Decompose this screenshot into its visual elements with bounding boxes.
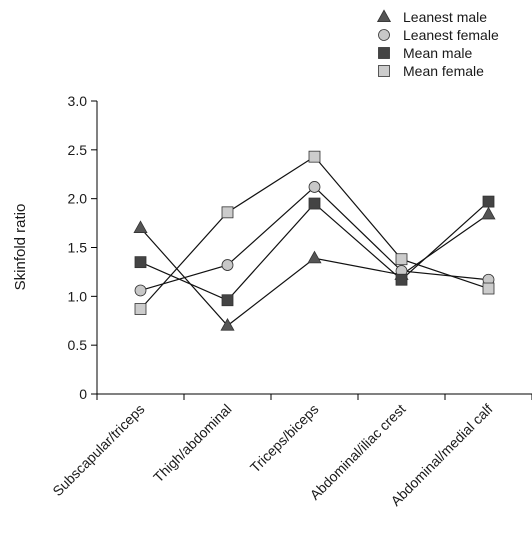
mean-male-series [134, 195, 495, 307]
leanest-male-point [307, 250, 322, 264]
mean-female-point [134, 303, 147, 315]
mean-male-point [134, 256, 147, 269]
leanest-male-point [220, 317, 235, 331]
y-axis-title: Skinfold ratio [12, 204, 29, 291]
y-tick-label: 3.0 [68, 93, 88, 109]
x-tick-label: Triceps/biceps [247, 401, 322, 476]
x-tick-label: Abdominal/iliac crest [307, 401, 409, 503]
y-tick-label: 1.5 [68, 240, 88, 256]
y-tick-label: 0.5 [68, 337, 88, 353]
x-tick-label: Thigh/abdominal [150, 401, 235, 486]
axes: 0 0.5 1.0 1.5 2.0 2.5 3.0 Subscapular/triceps Th… [49, 93, 532, 509]
mean-male-point [482, 195, 495, 208]
mean-female-point [395, 253, 408, 266]
leanest-male-series [133, 206, 496, 331]
leanest-male-point [133, 220, 148, 233]
y-tick-label: 1.0 [68, 288, 88, 304]
leanest-female-legend-label: Leanest female [403, 27, 499, 43]
x-tick-label: Subscapular/triceps [49, 401, 147, 499]
mean-male-legend-marker [378, 47, 390, 59]
series-layer [133, 150, 496, 331]
mean-male-point [395, 273, 408, 286]
legend: Leanest male Leanest female Mean male Mean … [376, 9, 499, 79]
leanest-male-legend-marker [376, 9, 392, 23]
leanest-male-point [481, 206, 496, 220]
mean-male-point [221, 294, 234, 307]
leanest-female-point [221, 259, 234, 271]
mean-male-legend-label: Mean male [403, 45, 472, 61]
mean-female-legend-label: Mean female [403, 63, 484, 79]
mean-female-point [482, 282, 495, 295]
mean-male-point [308, 197, 321, 210]
leanest-female-series [134, 181, 495, 297]
mean-female-legend-marker [378, 65, 390, 77]
y-tick-label: 0 [79, 386, 87, 402]
mean-female-point [221, 206, 234, 219]
leanest-male-line [140, 213, 489, 327]
leanest-female-point [134, 284, 147, 297]
leanest-female-legend-marker [378, 29, 390, 41]
y-tick-label: 2.0 [68, 191, 88, 207]
mean-female-series [134, 150, 495, 315]
leanest-male-legend-label: Leanest male [403, 9, 487, 25]
mean-female-point [308, 150, 321, 163]
y-tick-label: 2.5 [68, 142, 88, 158]
leanest-female-point [308, 181, 321, 193]
